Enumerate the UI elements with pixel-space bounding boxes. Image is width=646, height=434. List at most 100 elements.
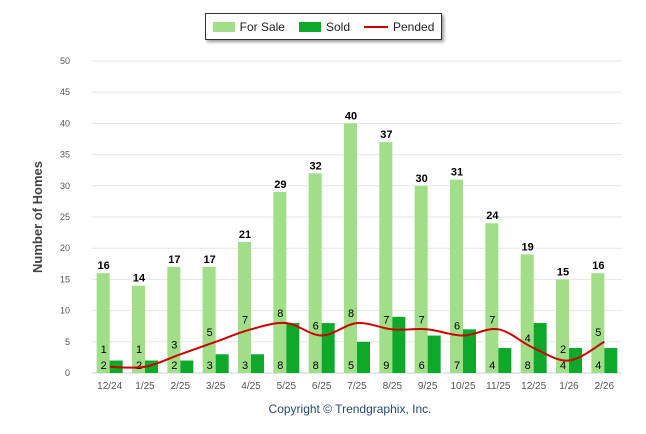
data-label-sold: 2 — [101, 360, 107, 372]
bar-sold — [569, 348, 582, 373]
data-label-pended: 8 — [348, 308, 354, 320]
data-label-pended: 7 — [383, 314, 389, 326]
data-label-pended: 8 — [277, 308, 283, 320]
data-label-pended: 5 — [207, 327, 213, 339]
data-label-sold: 5 — [348, 360, 354, 372]
x-tick-label: 5/25 — [277, 381, 297, 392]
x-tick-label: 12/24 — [97, 381, 122, 392]
y-tick-label: 20 — [60, 243, 70, 253]
data-label-pended: 7 — [489, 314, 495, 326]
data-label-for-sale: 24 — [486, 210, 499, 222]
y-tick-label: 35 — [60, 150, 70, 160]
x-tick-label: 1/25 — [135, 381, 155, 392]
y-tick-label: 15 — [60, 274, 70, 284]
bar-sold — [498, 348, 512, 373]
data-label-sold: 3 — [207, 360, 213, 372]
legend-swatch — [364, 25, 388, 28]
data-label-sold: 4 — [489, 360, 495, 372]
data-label-pended: 4 — [525, 333, 531, 345]
copyright: Copyright © Trendgraphix, Inc. — [268, 402, 432, 416]
data-label-for-sale: 16 — [592, 260, 604, 272]
legend-item-for-sale[interactable]: For Sale — [212, 19, 285, 34]
x-tick-label: 6/25 — [312, 381, 332, 392]
y-tick-label: 40 — [60, 118, 70, 128]
data-label-sold: 9 — [383, 360, 389, 372]
data-label-pended: 1 — [101, 344, 107, 356]
bar-sold — [427, 335, 441, 373]
legend-item-sold[interactable]: Sold — [298, 20, 350, 34]
bar-for-sale — [485, 223, 499, 373]
x-tick-label: 1/26 — [559, 381, 579, 392]
y-tick-label: 50 — [60, 56, 70, 66]
legend-swatch — [298, 21, 321, 32]
x-tick-label: 2/26 — [595, 381, 615, 392]
bar-sold — [533, 323, 547, 373]
legend-label: Pended — [393, 19, 435, 34]
data-label-sold: 4 — [560, 360, 566, 372]
data-label-for-sale: 19 — [522, 241, 534, 253]
y-tick-label: 30 — [60, 181, 70, 191]
bar-for-sale — [273, 192, 287, 373]
data-label-for-sale: 14 — [133, 273, 146, 285]
x-tick-label: 4/25 — [241, 381, 261, 392]
data-label-sold: 7 — [454, 360, 460, 372]
bar-for-sale — [450, 179, 463, 373]
data-label-for-sale: 40 — [345, 110, 357, 122]
legend-label: For Sale — [239, 19, 285, 34]
y-tick-label: 0 — [65, 368, 70, 378]
x-tick-label: 3/25 — [206, 381, 226, 392]
bar-sold — [286, 323, 300, 373]
data-label-for-sale: 30 — [416, 173, 428, 185]
legend-swatch — [212, 21, 235, 32]
data-label-pended: 7 — [242, 314, 248, 326]
bar-sold — [604, 348, 618, 373]
x-tick-label: 2/25 — [171, 381, 191, 392]
bar-sold — [392, 316, 406, 373]
data-label-for-sale: 16 — [98, 260, 110, 272]
data-label-for-sale: 17 — [204, 254, 216, 266]
bar-for-sale — [132, 285, 145, 373]
bar-sold — [321, 323, 335, 373]
data-label-sold: 3 — [242, 360, 248, 372]
x-tick-label: 8/25 — [383, 381, 403, 392]
bar-for-sale — [379, 142, 393, 373]
x-tick-label: 10/25 — [450, 381, 475, 392]
bar-for-sale — [591, 273, 605, 373]
x-tick-label: 7/25 — [347, 381, 367, 392]
x-tick-label: 12/25 — [521, 381, 546, 392]
data-label-sold: 8 — [525, 360, 531, 372]
bar-for-sale — [556, 279, 569, 373]
bar-for-sale — [167, 266, 181, 373]
data-label-for-sale: 17 — [168, 254, 180, 266]
bar-for-sale — [344, 123, 357, 374]
bar-sold — [215, 354, 229, 373]
legend: For Sale Sold Pended — [205, 13, 442, 40]
data-label-sold: 8 — [277, 360, 283, 372]
y-tick-label: 45 — [60, 87, 70, 97]
data-label-pended: 2 — [560, 344, 566, 356]
data-label-pended: 6 — [313, 321, 319, 333]
data-label-pended: 1 — [136, 344, 142, 356]
bar-sold — [180, 360, 194, 373]
data-label-pended: 7 — [419, 314, 425, 326]
bar-for-sale — [238, 241, 251, 373]
data-label-for-sale: 21 — [239, 229, 251, 241]
data-label-for-sale: 31 — [451, 167, 463, 179]
data-label-for-sale: 37 — [380, 129, 392, 141]
line-pended — [109, 321, 605, 369]
data-label-pended: 6 — [454, 321, 460, 333]
data-label-sold: 2 — [136, 360, 142, 372]
y-tick-label: 10 — [60, 306, 70, 316]
bar-for-sale — [520, 254, 534, 373]
legend-item-pended[interactable]: Pended — [364, 20, 434, 34]
x-tick-label: 9/25 — [418, 381, 438, 392]
bar-for-sale — [202, 266, 216, 373]
bar-for-sale — [96, 273, 110, 373]
data-label-for-sale: 15 — [557, 266, 569, 278]
bar-sold — [463, 329, 476, 373]
bar-sold — [357, 341, 370, 373]
data-label-sold: 8 — [313, 360, 319, 372]
data-label-for-sale: 32 — [310, 160, 322, 172]
bar-for-sale — [414, 185, 428, 373]
